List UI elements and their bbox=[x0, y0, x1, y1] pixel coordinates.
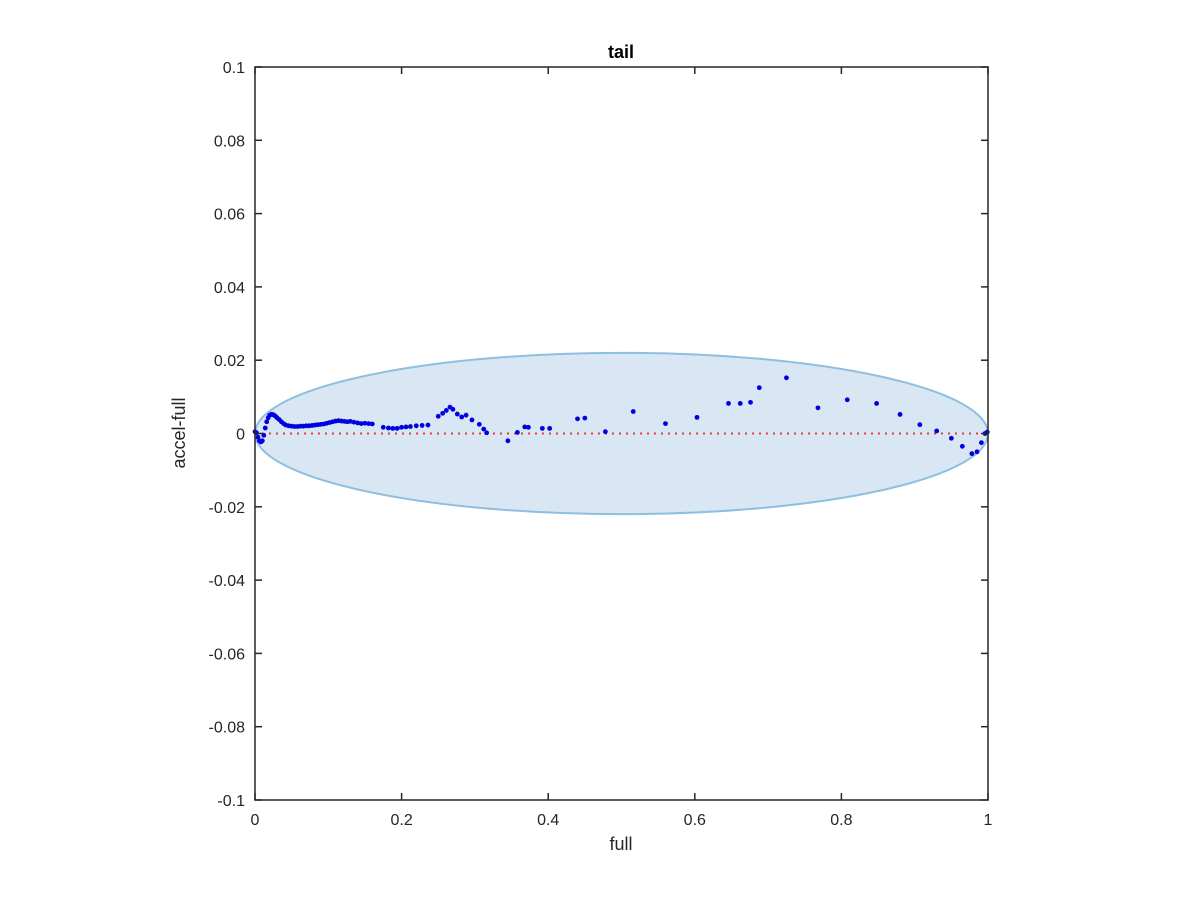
data-point bbox=[505, 438, 511, 444]
data-point bbox=[969, 451, 975, 457]
data-point bbox=[255, 434, 261, 440]
y-tick-label: -0.06 bbox=[209, 646, 246, 663]
data-point bbox=[450, 406, 456, 412]
data-point bbox=[748, 399, 753, 405]
data-point bbox=[844, 397, 850, 403]
data-point bbox=[380, 424, 386, 430]
data-point bbox=[264, 419, 270, 425]
data-point bbox=[262, 425, 268, 431]
data-point bbox=[390, 425, 396, 431]
data-point bbox=[358, 421, 364, 427]
data-point bbox=[575, 416, 580, 422]
data-point bbox=[366, 421, 372, 427]
y-tick-label: 0.02 bbox=[214, 353, 245, 370]
data-point bbox=[547, 425, 553, 431]
data-point bbox=[934, 428, 940, 434]
x-axis-ticks: 0 0.2 0.4 0.6 0.8 1 bbox=[251, 67, 993, 829]
data-point bbox=[974, 449, 980, 455]
data-point bbox=[481, 426, 487, 432]
data-point bbox=[454, 411, 460, 417]
data-point bbox=[726, 401, 731, 406]
y-tick-label: -0.1 bbox=[217, 793, 245, 810]
data-point bbox=[874, 401, 879, 406]
data-point bbox=[539, 425, 545, 431]
y-tick-label: -0.08 bbox=[209, 720, 246, 737]
data-point bbox=[394, 425, 400, 431]
data-point bbox=[407, 424, 413, 429]
x-axis-label: full bbox=[609, 834, 632, 854]
data-point bbox=[694, 414, 700, 420]
data-point bbox=[355, 420, 361, 426]
data-point bbox=[663, 421, 668, 427]
plot-area: 0 0.2 0.4 0.6 0.8 1 -0.1 -0.08 -0.06 -0.04 -0.02 0… bbox=[209, 60, 993, 829]
data-point bbox=[369, 421, 375, 427]
data-point bbox=[515, 430, 520, 435]
data-point bbox=[443, 408, 449, 413]
data-point bbox=[630, 409, 636, 414]
data-point bbox=[425, 422, 431, 428]
data-point bbox=[756, 385, 762, 391]
data-point bbox=[784, 375, 789, 381]
data-point bbox=[582, 415, 588, 421]
data-point bbox=[526, 424, 531, 430]
data-point bbox=[979, 440, 984, 446]
y-tick-label: 0.1 bbox=[223, 60, 245, 77]
x-tick-label: 0.8 bbox=[830, 812, 852, 829]
data-point bbox=[476, 421, 482, 427]
x-tick-label: 0.2 bbox=[390, 812, 412, 829]
y-tick-label: 0.06 bbox=[214, 207, 245, 224]
data-point bbox=[351, 419, 357, 425]
y-axis-ticks: -0.1 -0.08 -0.06 -0.04 -0.02 0 0.02 0.04 0.06 0.0… bbox=[209, 60, 988, 810]
x-tick-label: 0.4 bbox=[537, 812, 559, 829]
y-tick-label: 0.04 bbox=[214, 280, 245, 297]
data-point bbox=[347, 419, 353, 424]
data-point bbox=[419, 423, 425, 428]
data-point bbox=[259, 438, 265, 444]
x-tick-label: 0 bbox=[251, 812, 260, 829]
data-point bbox=[897, 412, 903, 417]
data-point bbox=[435, 413, 441, 419]
data-point bbox=[484, 430, 490, 436]
data-point bbox=[440, 410, 446, 416]
data-point bbox=[602, 429, 608, 435]
data-point bbox=[959, 443, 965, 449]
x-tick-label: 0.6 bbox=[684, 812, 706, 829]
data-point bbox=[386, 425, 391, 431]
data-point bbox=[948, 435, 954, 441]
data-point bbox=[522, 424, 528, 430]
x-tick-label: 1 bbox=[984, 812, 993, 829]
data-point bbox=[463, 412, 469, 418]
chart-title: tail bbox=[608, 42, 634, 62]
data-point bbox=[362, 420, 368, 426]
data-point bbox=[261, 432, 267, 438]
data-point bbox=[403, 424, 409, 430]
data-point bbox=[413, 423, 419, 429]
data-point bbox=[737, 401, 743, 406]
data-point bbox=[917, 422, 923, 428]
y-axis-label: accel-full bbox=[169, 397, 189, 468]
y-tick-label: -0.02 bbox=[209, 500, 246, 517]
y-tick-label: 0.08 bbox=[214, 133, 245, 150]
y-tick-label: -0.04 bbox=[209, 573, 246, 590]
y-tick-label: 0 bbox=[236, 427, 245, 444]
data-point bbox=[469, 417, 475, 423]
data-point bbox=[459, 414, 465, 420]
data-point bbox=[815, 405, 821, 411]
data-point bbox=[399, 424, 404, 430]
